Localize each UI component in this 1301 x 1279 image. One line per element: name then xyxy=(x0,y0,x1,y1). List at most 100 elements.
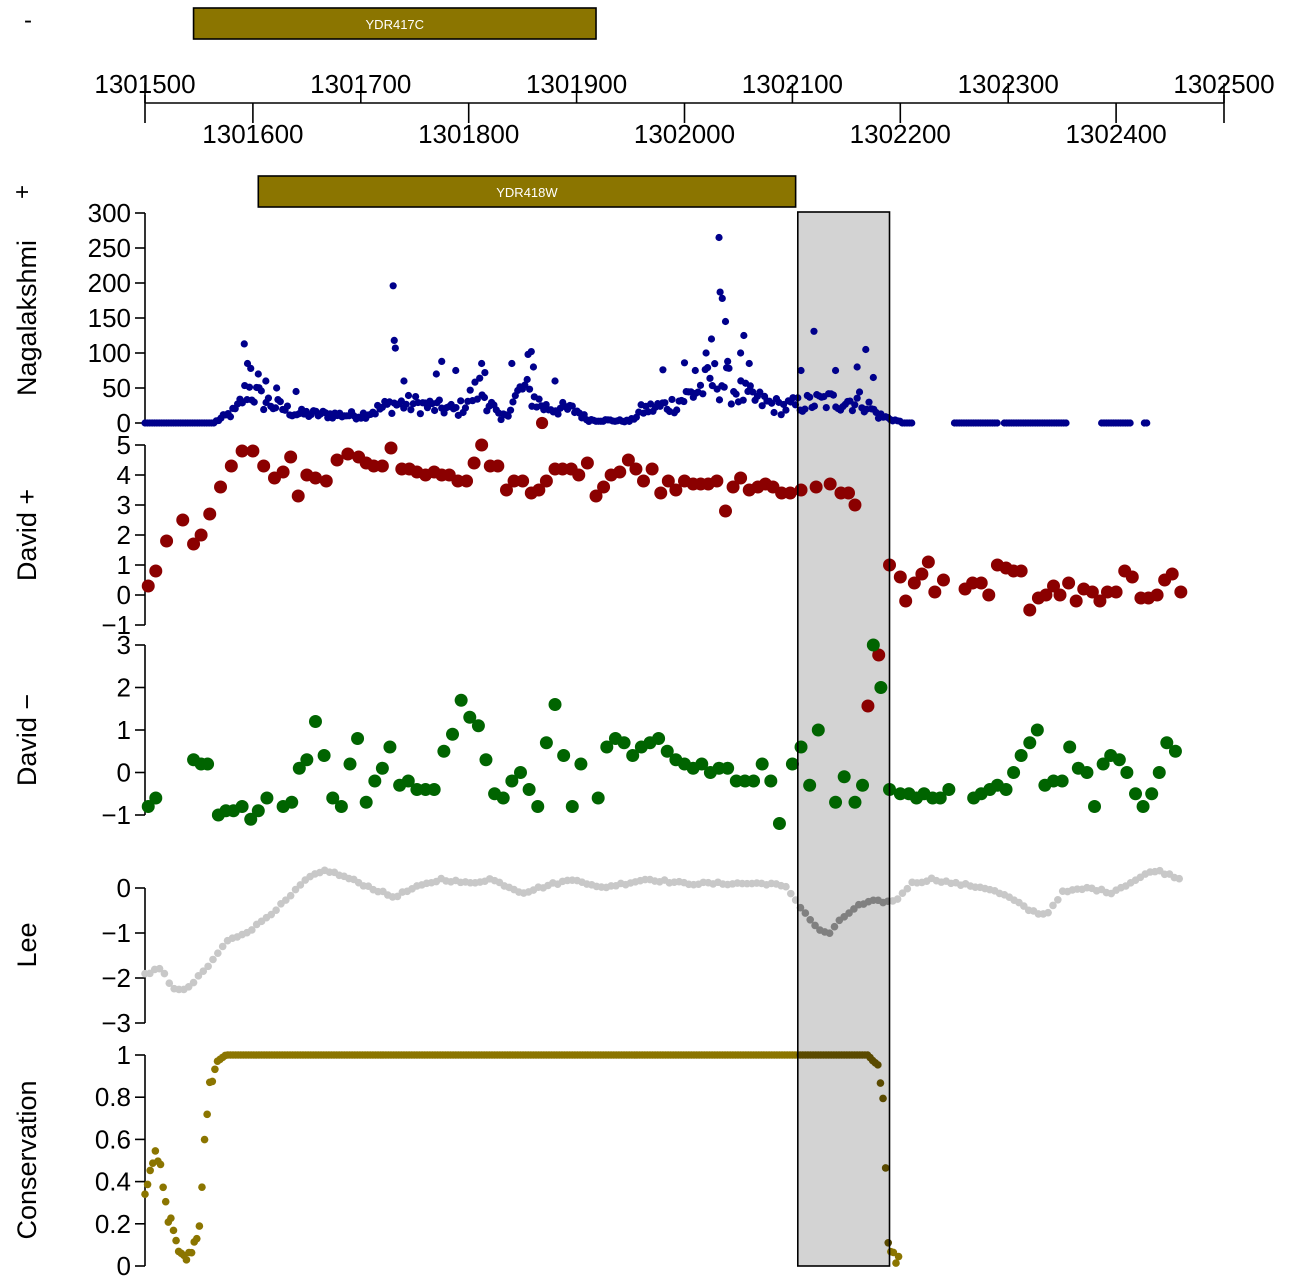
y-tick-label: 0 xyxy=(117,408,131,438)
data-point xyxy=(809,480,823,494)
data-point xyxy=(300,753,314,767)
coord-tick-label: 1302200 xyxy=(850,119,951,149)
data-point xyxy=(829,795,843,809)
data-point xyxy=(497,415,505,424)
data-point xyxy=(801,909,810,917)
data-point xyxy=(479,753,493,767)
data-point xyxy=(1054,895,1062,904)
panel-lee: −3 −2 −1 0 Lee xyxy=(12,866,1184,1038)
y-tick-label: 0 xyxy=(117,873,131,903)
y-axis-conservation: 0 0.2 0.4 0.6 0.8 1 xyxy=(95,1040,146,1279)
panel-david-minus: −1 0 1 2 3 David − xyxy=(12,630,1182,830)
data-point xyxy=(359,795,373,809)
data-point xyxy=(240,340,248,348)
data-point xyxy=(810,402,819,410)
y-axis-title-conservation: Conservation xyxy=(12,1080,42,1239)
data-point xyxy=(1044,908,1052,917)
data-point xyxy=(271,404,280,412)
data-point xyxy=(496,791,510,805)
data-point xyxy=(326,791,340,805)
data-point xyxy=(203,507,217,521)
coord-tick-label: 1302300 xyxy=(958,69,1059,99)
data-point xyxy=(471,378,479,386)
data-point xyxy=(1168,744,1182,758)
data-point xyxy=(375,761,389,775)
data-point xyxy=(272,906,280,915)
gene-label-ydr417c: YDR417C xyxy=(366,17,425,32)
data-point xyxy=(1069,594,1083,608)
data-point xyxy=(143,1180,152,1189)
data-point xyxy=(351,732,365,745)
data-point xyxy=(391,344,399,352)
data-point xyxy=(806,915,815,924)
data-point xyxy=(806,393,814,401)
data-point xyxy=(308,715,322,728)
y-tick-label: 2 xyxy=(117,520,131,550)
data-point xyxy=(218,942,227,951)
data-point xyxy=(928,585,942,599)
data-point xyxy=(848,498,862,512)
data-point xyxy=(720,383,728,391)
data-point xyxy=(371,410,379,418)
data-point xyxy=(257,459,271,473)
data-point xyxy=(894,1252,903,1261)
data-point xyxy=(235,444,249,458)
data-point xyxy=(1062,419,1070,427)
data-point xyxy=(721,761,735,775)
data-point xyxy=(454,693,468,707)
data-point xyxy=(1136,800,1150,813)
y-tick-label: 3 xyxy=(117,630,131,660)
data-point xyxy=(401,774,415,788)
data-point xyxy=(187,537,201,551)
data-point xyxy=(869,373,877,382)
data-point xyxy=(1047,579,1061,593)
data-point xyxy=(764,774,778,788)
data-point xyxy=(452,366,460,375)
data-point xyxy=(244,812,258,826)
data-point xyxy=(159,1183,167,1192)
data-point xyxy=(727,400,735,408)
data-point xyxy=(718,294,726,302)
data-point xyxy=(160,534,174,548)
series-david-minus xyxy=(141,638,1182,830)
data-point xyxy=(825,929,834,937)
genomic-coordinate-axis: 1301500 1301700 1301900 1302100 1302300 13025… xyxy=(94,69,1274,149)
data-point xyxy=(770,408,778,417)
data-point xyxy=(829,391,838,399)
data-point xyxy=(251,804,265,818)
data-point xyxy=(1062,576,1076,590)
data-point xyxy=(211,1065,219,1074)
data-point xyxy=(866,638,880,652)
data-point xyxy=(703,364,712,372)
data-point xyxy=(531,800,545,813)
data-point xyxy=(893,895,902,903)
y-tick-label: 2 xyxy=(117,673,131,703)
data-point xyxy=(427,783,441,796)
data-point xyxy=(504,412,512,420)
data-point xyxy=(855,388,864,396)
data-point xyxy=(463,710,477,724)
data-point xyxy=(1126,419,1134,427)
data-point xyxy=(254,370,262,378)
data-point xyxy=(782,406,790,414)
data-point xyxy=(668,395,676,404)
data-point xyxy=(772,817,786,830)
data-point xyxy=(747,774,761,788)
data-point xyxy=(758,402,766,410)
data-point xyxy=(160,969,169,978)
data-point xyxy=(1174,585,1188,599)
data-point xyxy=(822,403,830,412)
coord-tick-label: 1301800 xyxy=(418,119,519,149)
data-point xyxy=(811,723,825,737)
y-tick-label: 1 xyxy=(117,550,131,580)
y-tick-label: 5 xyxy=(117,430,131,460)
data-point xyxy=(810,327,818,335)
data-point xyxy=(262,377,270,385)
data-point xyxy=(317,749,331,762)
data-point xyxy=(1053,588,1067,602)
data-point xyxy=(432,370,440,378)
data-point xyxy=(285,795,299,809)
data-point xyxy=(516,474,530,488)
data-point xyxy=(568,402,576,410)
data-point xyxy=(889,1248,898,1257)
